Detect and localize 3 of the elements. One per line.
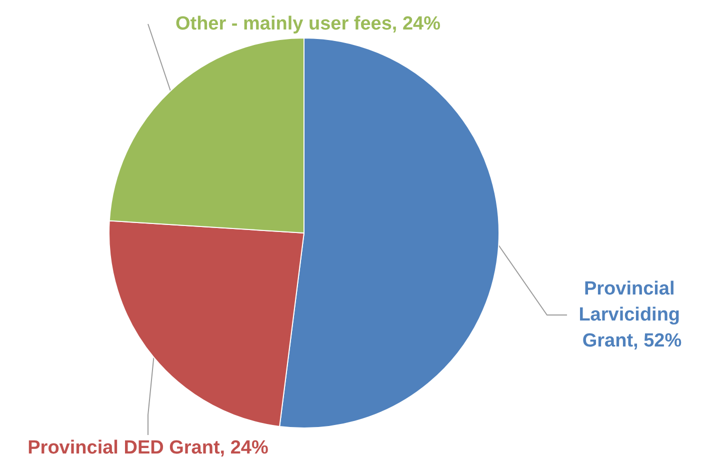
slice-label: Provincial Larviciding Grant, 52% [578,278,686,352]
slice-label: Provincial DED Grant, 24% [28,438,268,458]
slice-label: Other - mainly user fees, 24% [175,14,441,34]
